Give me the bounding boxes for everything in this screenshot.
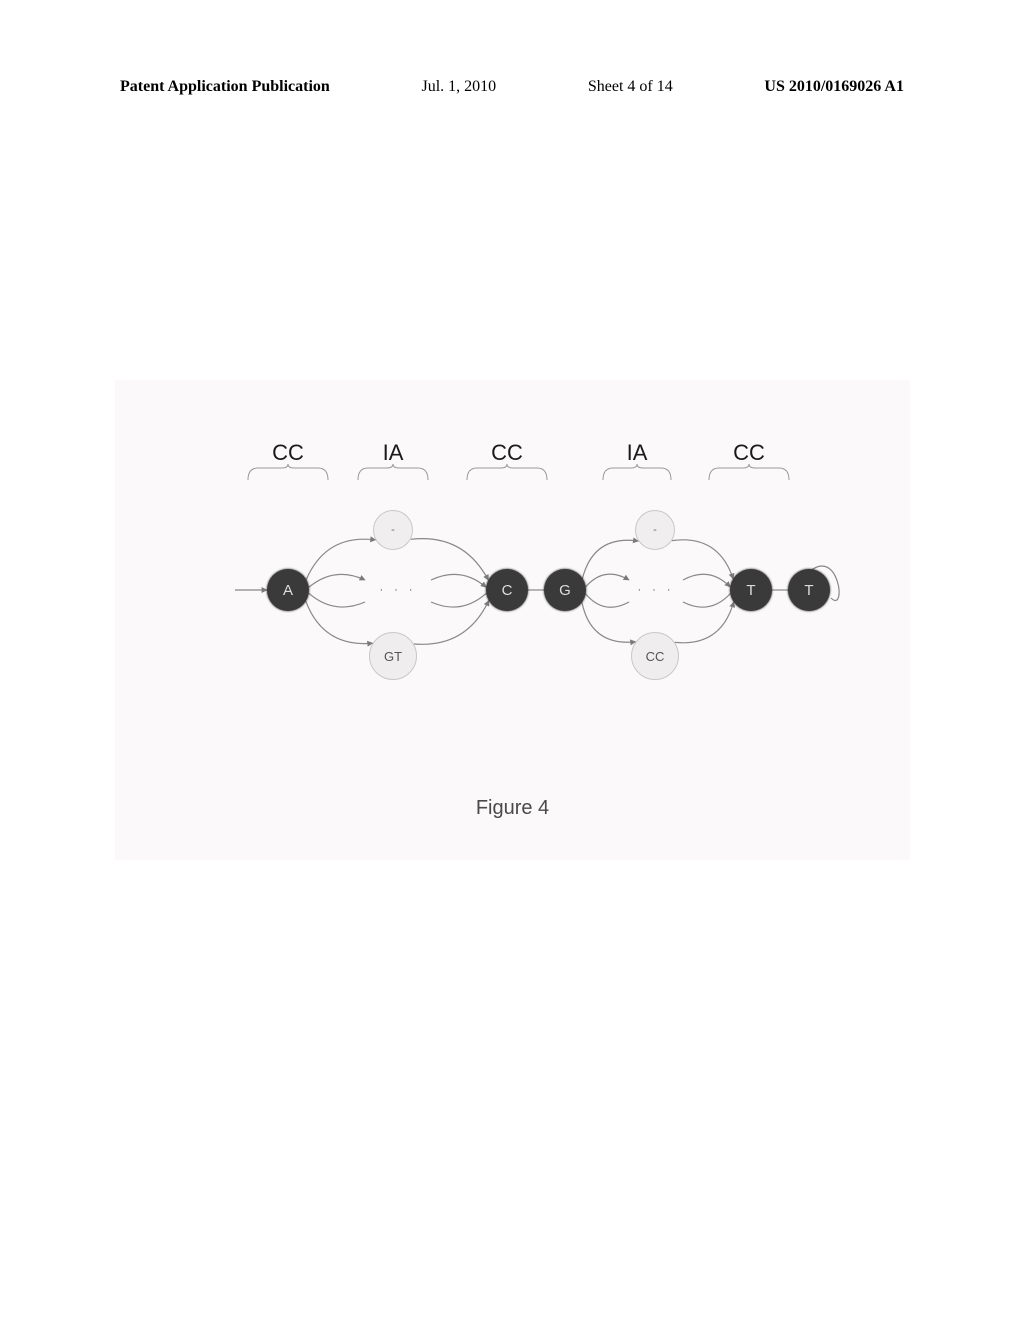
state-node: T [788,569,830,611]
figure-panel: CCIACCIACC --GTCCACGTT· · ·· · · Figure … [115,380,910,860]
ellipsis: · · · [379,584,416,596]
document-number: US 2010/0169026 A1 [764,78,904,96]
gap-node: - [635,510,675,550]
gap-node: - [373,510,413,550]
state-node: A [267,569,309,611]
state-node: C [486,569,528,611]
page-header: Patent Application Publication Jul. 1, 2… [120,78,904,96]
section-label: CC [491,440,523,466]
section-label: CC [733,440,765,466]
sheet-number: Sheet 4 of 14 [588,78,673,96]
insert-node: GT [369,632,417,680]
state-node: T [730,569,772,611]
state-node: G [544,569,586,611]
section-label: IA [383,440,404,466]
figure-caption: Figure 4 [476,797,549,820]
ellipsis: · · · [637,584,674,596]
publication-label: Patent Application Publication [120,78,330,96]
section-label: IA [627,440,648,466]
insert-node: CC [631,632,679,680]
section-label: CC [272,440,304,466]
publication-date: Jul. 1, 2010 [421,78,496,96]
